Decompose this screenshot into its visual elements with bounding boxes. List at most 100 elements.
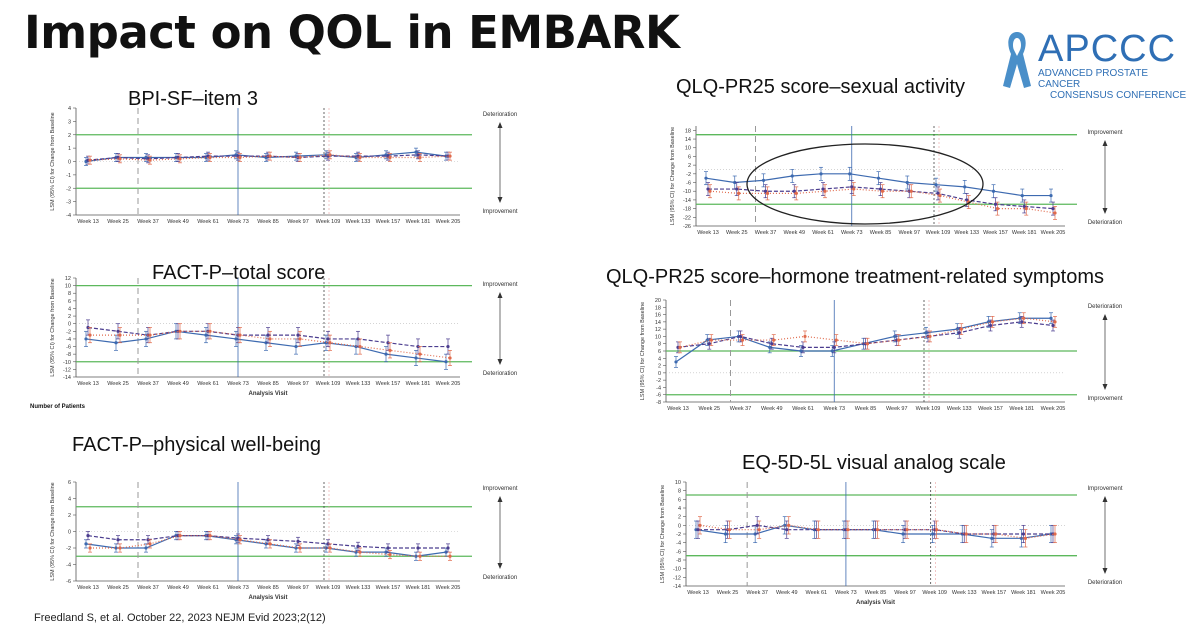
- x-tick-label: Week 157: [376, 585, 401, 591]
- y-tick-label: 0: [678, 523, 681, 529]
- data-point: [768, 345, 772, 349]
- x-tick-label: Week 85: [865, 590, 887, 596]
- data-point: [1053, 211, 1057, 215]
- x-tick-label: Week 133: [952, 590, 977, 596]
- data-point: [761, 178, 766, 182]
- data-point: [901, 532, 905, 536]
- y-tick-label: -2: [686, 172, 691, 178]
- direction-bottom-label: Deterioration: [483, 371, 517, 377]
- x-tick-label: Week 205: [1041, 406, 1066, 412]
- direction-top-label: Improvement: [1087, 486, 1122, 492]
- data-point: [735, 187, 739, 191]
- data-point: [740, 338, 745, 342]
- x-tick-label: Week 37: [746, 590, 768, 596]
- data-point: [753, 532, 757, 536]
- direction-bottom-label: Improvement: [482, 209, 517, 215]
- data-point: [905, 180, 909, 185]
- x-tick-label: Week 13: [77, 381, 99, 387]
- x-tick-label: Week 25: [717, 590, 739, 596]
- data-point: [266, 538, 270, 542]
- data-point: [880, 189, 885, 193]
- x-tick-label: Week 133: [954, 230, 979, 236]
- data-point: [875, 528, 880, 532]
- arrow-head-up: [1102, 314, 1108, 320]
- x-tick-label: Week 205: [1041, 590, 1066, 596]
- data-point: [909, 189, 913, 193]
- logo-subtitle: ADVANCED PROSTATE CANCER CONSENSUS CONFE…: [1038, 68, 1188, 101]
- direction-top-label: Improvement: [482, 486, 517, 492]
- y-tick-label: -10: [63, 360, 71, 366]
- x-tick-label: Week 61: [806, 590, 828, 596]
- arrow-head-down: [497, 563, 503, 569]
- arrow-head-up: [1102, 496, 1108, 502]
- x-tick-label: Week 25: [698, 406, 720, 412]
- y-axis-label: LSM (95% CI) for Change from Baseline: [50, 278, 56, 376]
- data-point: [738, 334, 743, 339]
- data-point: [678, 345, 682, 349]
- x-tick-label: Week 133: [346, 219, 371, 225]
- data-point: [264, 341, 268, 345]
- qlq-sexual-chart-title: QLQ-PR25 score–sexual activity: [676, 76, 966, 98]
- qlq-sexual-chart: 18 14 10 6 2 -2 -6 -10 -14 -18 -22 -26 LSM (95% CI) …: [670, 126, 1123, 236]
- data-point: [238, 155, 242, 160]
- data-point: [386, 546, 390, 550]
- data-point: [1049, 316, 1053, 320]
- y-tick-label: 0: [658, 371, 661, 377]
- y-tick-label: -14: [673, 584, 681, 590]
- data-point: [238, 538, 242, 542]
- apccc-logo: APCCC ADVANCED PROSTATE CANCER CONSENSUS…: [1000, 28, 1190, 101]
- data-point: [816, 528, 820, 532]
- y-tick-label: 4: [68, 497, 71, 503]
- fact-physical-chart-title: FACT-P–physical well-being: [72, 434, 321, 456]
- y-tick-label: -22: [683, 215, 691, 221]
- y-axis-label: LSM (95% CI) for Change from Baseline: [50, 112, 56, 210]
- data-point: [268, 542, 272, 546]
- data-point: [118, 546, 122, 550]
- x-tick-label: Week 109: [922, 590, 947, 596]
- data-point: [794, 191, 798, 195]
- data-point: [116, 329, 120, 333]
- data-point: [118, 333, 122, 337]
- data-point: [938, 193, 942, 198]
- y-tick-label: 12: [655, 327, 661, 333]
- y-axis-label: LSM (95% CI) for Change from Baseline: [670, 127, 676, 225]
- x-tick-label: Week 37: [137, 585, 159, 591]
- x-tick-label: Week 109: [916, 406, 941, 412]
- data-point: [1053, 320, 1057, 324]
- data-point: [356, 544, 360, 548]
- x-tick-label: Week 37: [137, 381, 159, 387]
- x-tick-label: Week 25: [107, 381, 129, 387]
- fact-total-chart: 12 108 64 2 0-2 -4 -6-8 -10-12 -14 LSM (95% CI) f…: [50, 276, 518, 397]
- data-point: [852, 187, 856, 191]
- slide-title: Impact on QOL in EMBARK: [24, 6, 680, 59]
- y-tick-label: 0: [68, 160, 71, 166]
- x-tick-label: Week 85: [257, 585, 279, 591]
- x-tick-label: Week 157: [983, 230, 1008, 236]
- y-tick-label: 4: [68, 306, 71, 312]
- y-tick-label: 8: [678, 489, 681, 495]
- data-point: [770, 342, 774, 346]
- x-tick-label: Week 73: [227, 219, 249, 225]
- data-point: [84, 542, 88, 546]
- y-tick-label: 20: [655, 298, 661, 304]
- data-point: [446, 344, 450, 349]
- x-tick-label: Week 73: [823, 406, 845, 412]
- data-point: [298, 546, 302, 550]
- y-tick-label: -8: [66, 352, 71, 358]
- data-point: [787, 523, 791, 527]
- y-tick-label: 6: [678, 497, 681, 503]
- y-tick-label: 18: [655, 305, 661, 311]
- data-point: [1019, 536, 1024, 540]
- data-point: [294, 344, 298, 349]
- data-point: [88, 333, 92, 337]
- data-point: [116, 538, 120, 542]
- x-tick-label: Week 73: [835, 590, 857, 596]
- x-tick-label: Week 85: [855, 406, 877, 412]
- data-point: [178, 534, 182, 538]
- data-point: [801, 345, 805, 349]
- y-tick-label: 6: [68, 480, 71, 486]
- data-point: [208, 329, 212, 333]
- x-tick-label: Week 13: [697, 230, 719, 236]
- x-tick-label: Week 49: [761, 406, 783, 412]
- data-point: [876, 176, 881, 180]
